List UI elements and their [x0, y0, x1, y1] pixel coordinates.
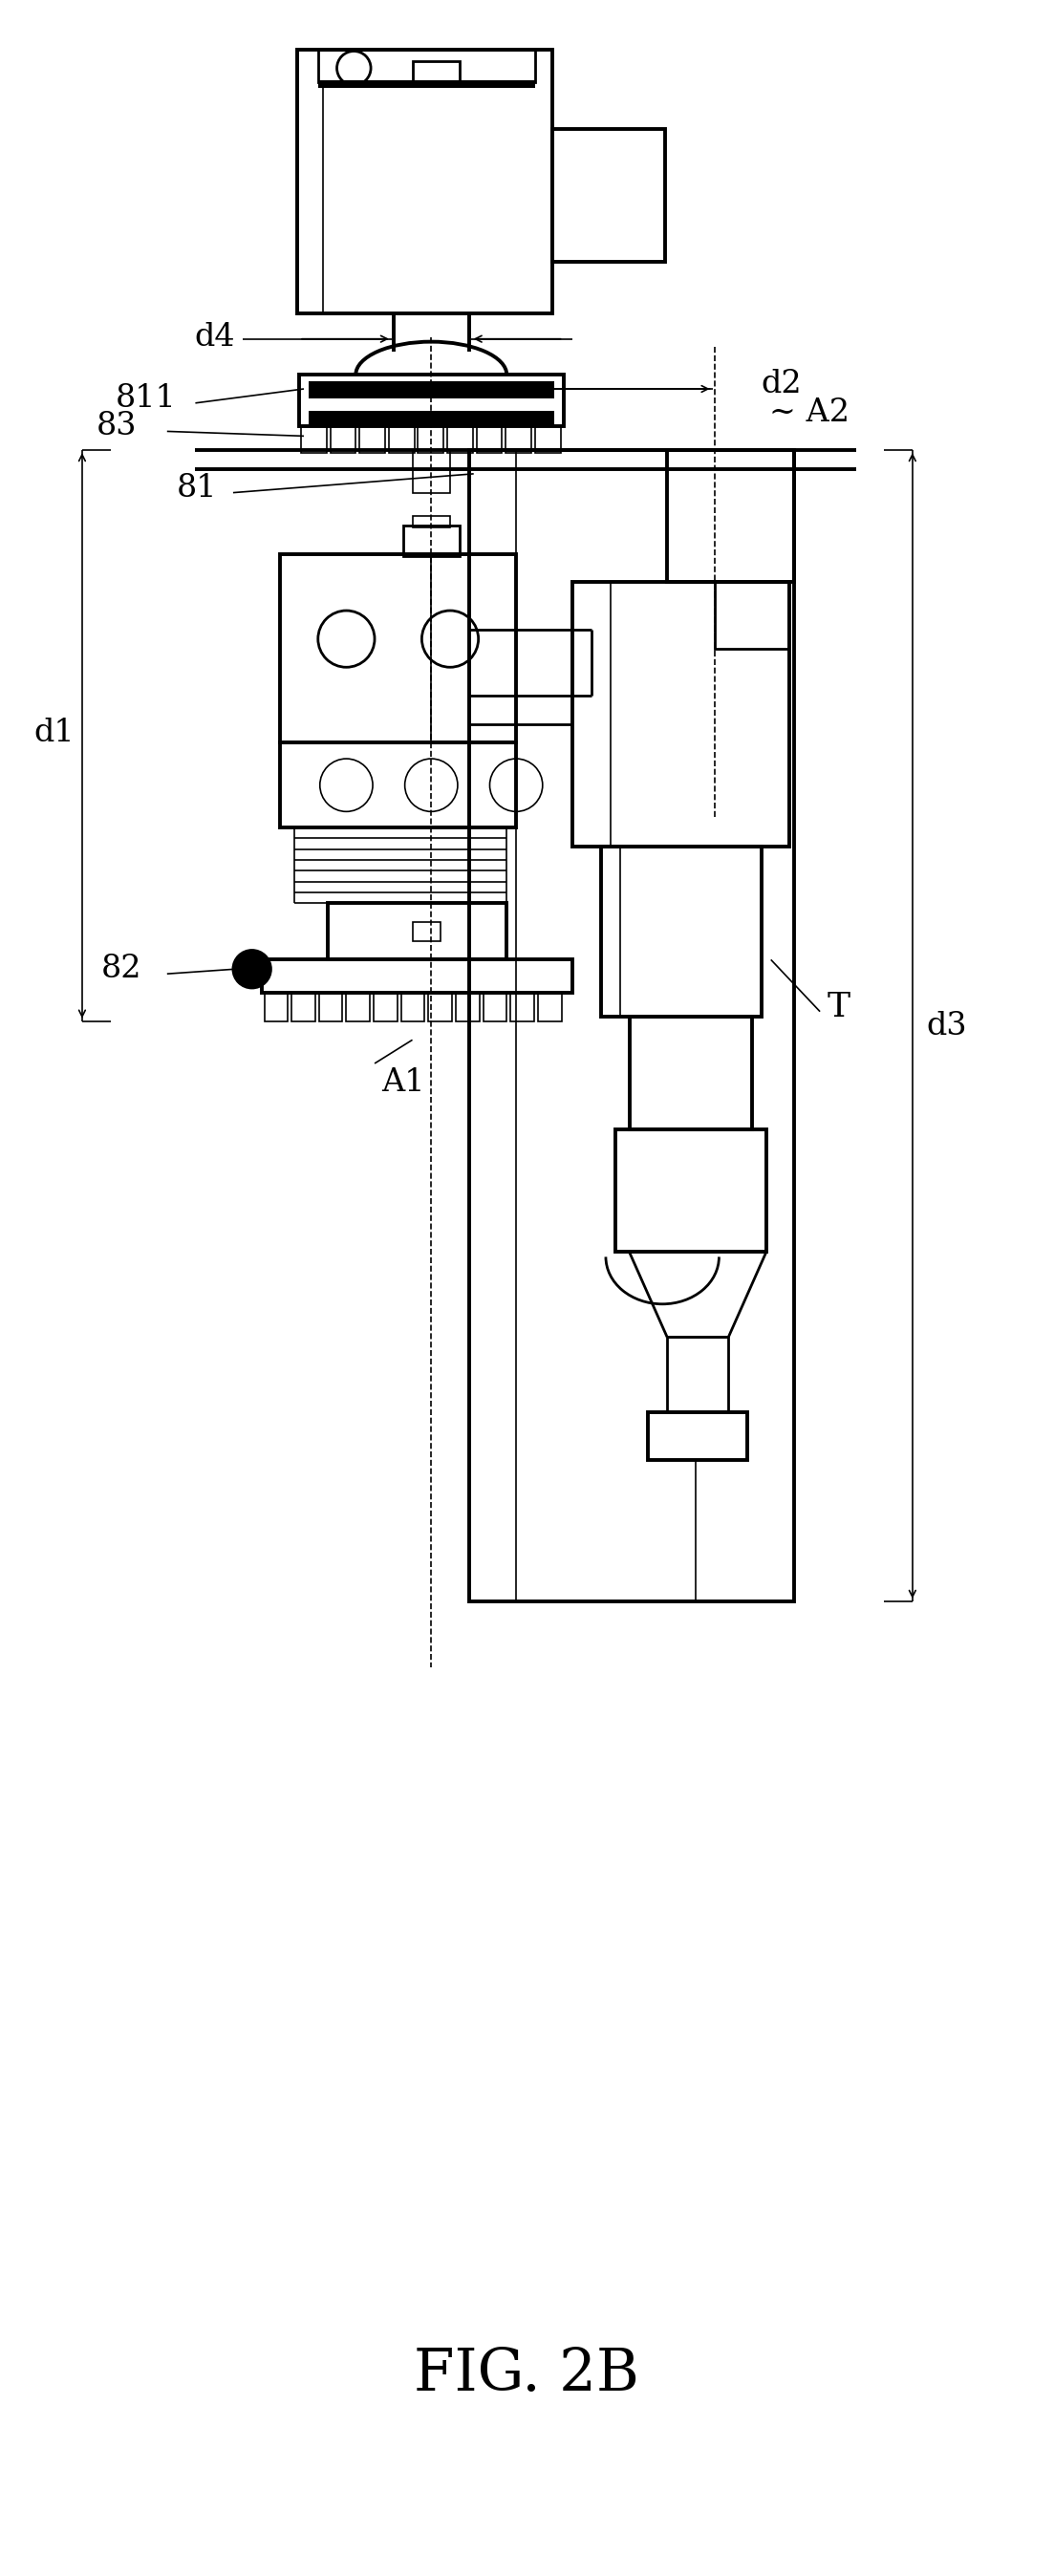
Bar [403, 526, 460, 556]
Bar [299, 374, 563, 428]
Bar [428, 992, 452, 1020]
Bar [318, 49, 535, 82]
Bar [412, 451, 450, 492]
Bar [455, 992, 480, 1020]
Bar [535, 428, 561, 453]
Bar [483, 992, 507, 1020]
Bar [328, 904, 507, 961]
Bar [715, 582, 789, 649]
Text: A1: A1 [382, 1066, 425, 1097]
Bar [309, 381, 554, 399]
Bar [374, 992, 397, 1020]
Bar [506, 428, 531, 453]
Bar [572, 582, 789, 848]
Bar [601, 848, 761, 1018]
Bar [261, 961, 572, 992]
Text: 81: 81 [176, 471, 217, 502]
Bar [552, 129, 665, 263]
Bar [359, 428, 385, 453]
Bar [318, 80, 535, 88]
Text: T: T [827, 992, 851, 1023]
Text: d4: d4 [194, 322, 235, 353]
Bar [667, 451, 795, 582]
Text: 83: 83 [96, 412, 137, 443]
Bar [510, 992, 534, 1020]
Bar [667, 1337, 728, 1412]
Bar [297, 49, 552, 314]
Text: 811: 811 [115, 384, 176, 415]
Bar [330, 428, 356, 453]
Bar [309, 410, 554, 428]
Circle shape [233, 951, 271, 989]
Bar [412, 515, 450, 528]
Bar [292, 992, 315, 1020]
Text: ~ A2: ~ A2 [769, 397, 850, 428]
Bar [629, 1018, 753, 1128]
Bar [319, 992, 343, 1020]
Bar [347, 992, 370, 1020]
Bar [265, 992, 288, 1020]
Text: 82: 82 [101, 953, 141, 984]
Bar [401, 992, 425, 1020]
Bar [280, 742, 516, 827]
Bar [447, 428, 473, 453]
Bar [389, 428, 414, 453]
Bar [648, 1412, 747, 1461]
Bar [538, 992, 562, 1020]
Text: FIG. 2B: FIG. 2B [414, 2347, 639, 2403]
Text: d3: d3 [926, 1010, 968, 1041]
Bar [412, 62, 460, 82]
Bar [476, 428, 502, 453]
Bar [301, 428, 327, 453]
Text: d1: d1 [34, 719, 74, 750]
Text: d2: d2 [761, 368, 802, 399]
Bar [280, 554, 516, 742]
Bar [418, 428, 444, 453]
Bar [412, 922, 441, 940]
Bar [469, 451, 795, 1602]
Bar [616, 1128, 766, 1252]
